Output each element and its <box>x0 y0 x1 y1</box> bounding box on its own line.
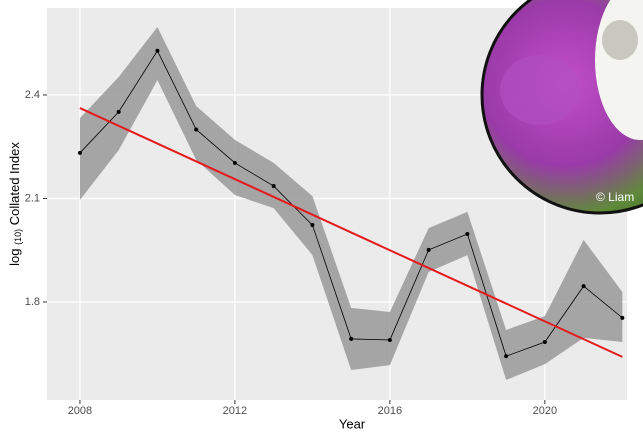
x-tick-label: 2008 <box>68 405 92 417</box>
index-point <box>116 109 121 114</box>
y-tick-label: 1.8 <box>25 296 40 308</box>
index-point <box>581 284 586 289</box>
index-point <box>194 127 199 132</box>
index-point <box>77 150 82 155</box>
trend-line <box>79 107 623 358</box>
index-point <box>310 223 315 228</box>
y-tick-label: 2.1 <box>25 192 40 204</box>
index-point <box>620 315 625 320</box>
photo-credit: © Liam <box>596 190 634 204</box>
y-title-part: Collated Index <box>7 142 22 226</box>
photo-border <box>480 0 643 215</box>
index-point <box>542 340 547 345</box>
butterfly-wing <box>595 0 643 140</box>
index-point <box>155 48 160 53</box>
index-point <box>504 354 509 359</box>
index-point <box>465 232 470 237</box>
index-point <box>232 160 237 165</box>
y-tick-label: 2.4 <box>25 89 40 101</box>
confidence-band <box>79 26 623 380</box>
y-title-sub: (10) <box>13 229 23 245</box>
y-title-part: log <box>7 249 22 266</box>
y-axis-title: log (10) Collated Index <box>7 142 25 266</box>
x-axis-title: Year <box>339 416 366 431</box>
photo-inset: © Liam <box>480 0 643 215</box>
x-tick-label: 2020 <box>533 405 557 417</box>
butterfly-body <box>602 20 638 60</box>
index-point <box>387 337 392 342</box>
x-tick-label: 2012 <box>223 405 247 417</box>
index-point <box>349 336 354 341</box>
flower-head <box>500 55 580 125</box>
index-point <box>426 247 431 252</box>
x-tick-label: 2016 <box>378 405 402 417</box>
index-point <box>271 184 276 189</box>
